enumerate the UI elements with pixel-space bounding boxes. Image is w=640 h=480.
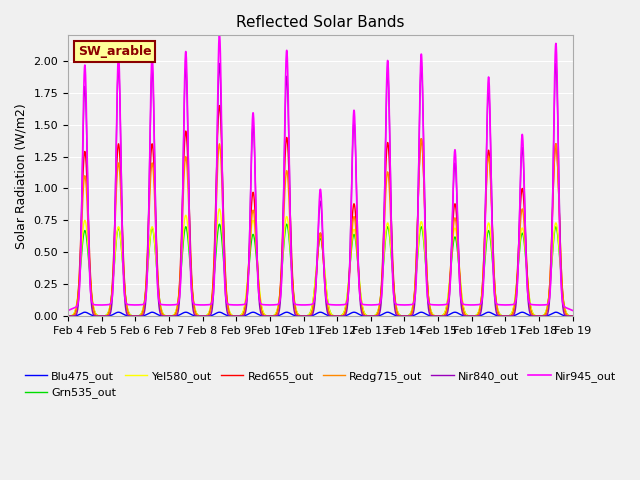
Blu475_out [384, 309, 392, 315]
Grn535_out [417, 226, 424, 232]
Blu475_out [481, 311, 488, 317]
Line: Red655_out: Red655_out [68, 106, 573, 316]
Yel580_out [225, 303, 232, 309]
Nir840_out [384, 70, 392, 75]
Grn535_out [216, 221, 223, 227]
Nir945_out [216, 31, 223, 36]
Title: Reflected Solar Bands: Reflected Solar Bands [236, 15, 404, 30]
Nir945_out [444, 301, 451, 307]
Line: Redg715_out: Redg715_out [68, 139, 573, 316]
Red655_out [216, 103, 223, 108]
Yel580_out [417, 222, 424, 228]
Blu475_out [417, 310, 424, 315]
Redg715_out [417, 145, 424, 151]
Redg715_out [569, 313, 577, 319]
Legend: Blu475_out, Grn535_out, Yel580_out, Red655_out, Redg715_out, Nir840_out, Nir945_: Blu475_out, Grn535_out, Yel580_out, Red6… [20, 367, 621, 403]
Grn535_out [417, 227, 424, 233]
Blu475_out [64, 313, 72, 319]
Red655_out [481, 233, 488, 239]
Yel580_out [216, 206, 223, 212]
Grn535_out [384, 224, 392, 230]
Red655_out [384, 140, 392, 146]
Yel580_out [384, 220, 392, 226]
Yel580_out [64, 313, 72, 319]
Y-axis label: Solar Radiation (W/m2): Solar Radiation (W/m2) [15, 103, 28, 249]
Nir840_out [552, 60, 560, 66]
Yel580_out [444, 299, 451, 305]
Blu475_out [443, 312, 451, 318]
Blu475_out [569, 313, 577, 319]
Redg715_out [481, 236, 488, 242]
Yel580_out [481, 257, 488, 263]
Nir840_out [224, 312, 232, 317]
Line: Blu475_out: Blu475_out [68, 312, 573, 316]
Redg715_out [224, 307, 232, 312]
Redg715_out [417, 136, 425, 142]
Red655_out [417, 143, 424, 148]
Nir945_out [384, 60, 392, 65]
Line: Yel580_out: Yel580_out [68, 209, 573, 316]
Red655_out [64, 313, 72, 319]
Nir840_out [569, 313, 577, 319]
Text: SW_arable: SW_arable [78, 45, 152, 58]
Red655_out [444, 305, 451, 311]
Line: Nir840_out: Nir840_out [68, 63, 573, 316]
Blu475_out [552, 309, 560, 315]
Nir945_out [481, 250, 488, 256]
Blu475_out [224, 313, 232, 319]
Yel580_out [417, 221, 424, 227]
Nir945_out [225, 301, 232, 307]
Grn535_out [225, 305, 232, 311]
Nir945_out [64, 308, 72, 313]
Redg715_out [64, 313, 72, 319]
Nir840_out [417, 83, 424, 89]
Red655_out [225, 306, 232, 312]
Nir945_out [417, 70, 424, 76]
Nir840_out [481, 248, 488, 253]
Nir945_out [569, 308, 577, 313]
Grn535_out [64, 313, 72, 319]
Grn535_out [481, 262, 488, 267]
Red655_out [417, 145, 424, 151]
Blu475_out [416, 310, 424, 315]
Line: Grn535_out: Grn535_out [68, 224, 573, 316]
Redg715_out [416, 148, 424, 154]
Nir840_out [64, 313, 72, 319]
Nir945_out [417, 77, 424, 83]
Line: Nir945_out: Nir945_out [68, 34, 573, 311]
Redg715_out [384, 169, 392, 175]
Nir840_out [443, 311, 451, 317]
Grn535_out [569, 313, 577, 319]
Grn535_out [444, 300, 451, 306]
Nir840_out [416, 90, 424, 96]
Yel580_out [569, 313, 577, 319]
Redg715_out [444, 306, 451, 312]
Red655_out [569, 313, 577, 319]
